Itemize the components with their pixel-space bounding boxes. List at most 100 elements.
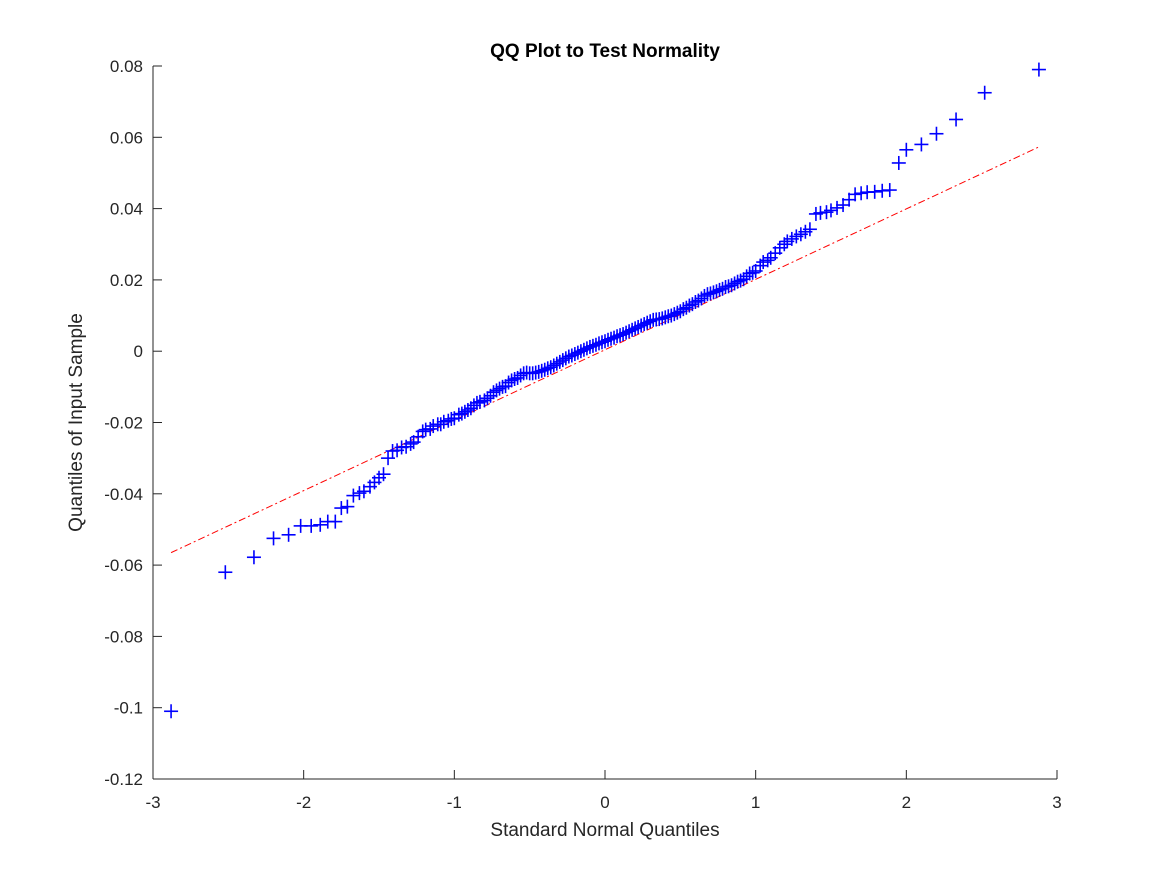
data-point [281, 527, 296, 542]
x-axis-label: Standard Normal Quantiles [490, 820, 719, 841]
y-tick-label: -0.12 [104, 770, 143, 789]
data-point [616, 327, 631, 342]
data-point [664, 308, 679, 323]
data-point [346, 488, 361, 503]
data-point [685, 297, 700, 312]
data-point [670, 305, 685, 320]
y-tick-label: -0.1 [114, 699, 143, 718]
data-points-layer [164, 62, 1046, 719]
data-point [579, 341, 594, 356]
data-point [567, 347, 582, 362]
data-point [914, 137, 929, 152]
data-point [891, 155, 906, 170]
data-point [585, 338, 600, 353]
data-point [830, 200, 845, 215]
data-point [501, 375, 516, 390]
data-point [558, 351, 573, 366]
data-point [610, 329, 625, 344]
x-tick-label: -1 [447, 793, 462, 812]
data-point [977, 85, 992, 100]
data-point [451, 407, 466, 422]
data-point [582, 339, 597, 354]
data-point [492, 381, 507, 396]
data-point [549, 356, 564, 371]
data-point [573, 344, 588, 359]
data-point [715, 281, 730, 296]
data-point [403, 436, 418, 451]
data-point [929, 126, 944, 141]
data-point [688, 295, 703, 310]
data-point [588, 337, 603, 352]
data-point [531, 364, 546, 379]
y-tick-label: 0.06 [110, 128, 143, 147]
data-point [334, 501, 349, 516]
data-point [537, 362, 552, 377]
data-point [561, 349, 576, 364]
data-point [655, 311, 670, 326]
data-point [489, 383, 504, 398]
data-point [304, 518, 319, 533]
data-point [712, 282, 727, 297]
data-point [625, 322, 640, 337]
data-point [376, 467, 391, 482]
data-point [441, 413, 456, 428]
data-point [415, 424, 430, 439]
data-point [730, 274, 745, 289]
x-tick-label: 2 [902, 793, 911, 812]
data-point [423, 421, 438, 436]
data-point [703, 286, 718, 301]
data-point [591, 336, 606, 351]
data-point [867, 184, 882, 199]
data-point [1031, 62, 1046, 77]
data-point [607, 330, 622, 345]
data-point [673, 304, 688, 319]
data-point [457, 404, 472, 419]
data-point [246, 550, 261, 565]
data-point [454, 406, 469, 421]
y-tick-label: 0.08 [110, 57, 143, 76]
x-tick-label: 1 [751, 793, 760, 812]
data-point [676, 302, 691, 317]
data-point [658, 310, 673, 325]
y-tick-label: -0.02 [104, 414, 143, 433]
data-point [564, 348, 579, 363]
data-point [546, 358, 561, 373]
data-point [469, 395, 484, 410]
x-tick-label: 3 [1052, 793, 1061, 812]
data-point [486, 385, 501, 400]
data-point [552, 354, 567, 369]
data-point [534, 363, 549, 378]
data-point [218, 565, 233, 580]
data-point [507, 372, 522, 387]
data-point [504, 373, 519, 388]
data-point [433, 417, 448, 432]
data-point [643, 314, 658, 329]
y-axis-label: Quantiles of Input Sample [66, 313, 87, 532]
data-point [631, 319, 646, 334]
data-point [682, 298, 697, 313]
reference-line-layer [170, 146, 1040, 554]
data-point [619, 325, 634, 340]
data-point [697, 288, 712, 303]
data-point [466, 398, 481, 413]
data-point [640, 315, 655, 330]
data-point [753, 258, 768, 273]
data-point [802, 222, 817, 237]
data-point [598, 334, 612, 349]
data-point [739, 269, 754, 284]
data-point [899, 142, 914, 157]
x-tick-label: 0 [600, 793, 609, 812]
data-point [628, 321, 643, 336]
data-point [313, 517, 328, 532]
axes-box [152, 66, 1057, 780]
data-point [679, 300, 694, 315]
data-point [736, 272, 751, 287]
data-point [724, 278, 739, 293]
data-point [882, 183, 897, 198]
data-point [721, 279, 736, 294]
data-point [854, 186, 869, 201]
data-point [576, 342, 591, 357]
data-point [164, 704, 179, 719]
data-point [543, 360, 558, 375]
